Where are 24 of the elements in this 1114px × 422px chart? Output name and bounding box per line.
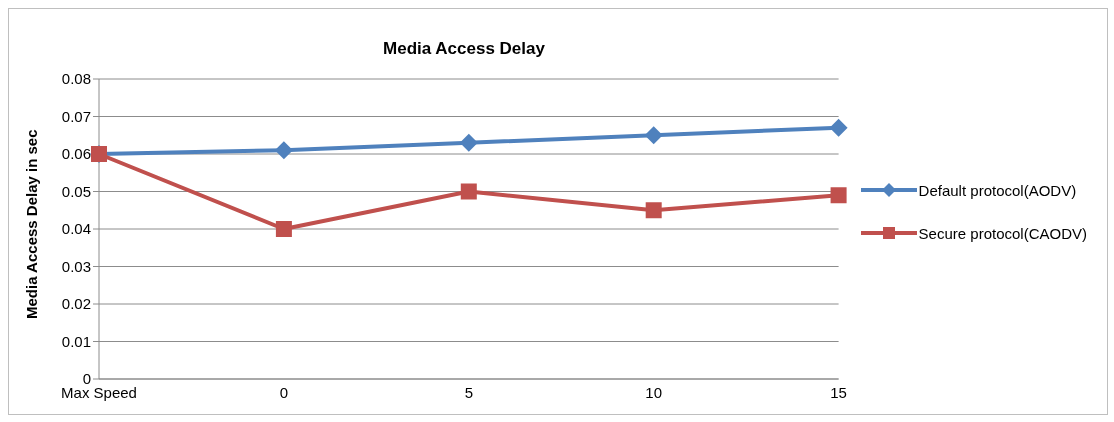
y-tick-label: 0.02 [61,295,91,313]
point [830,187,847,204]
point [275,221,292,237]
y-tick-label: 0.07 [61,107,91,125]
y-tick-label: 0.03 [61,257,91,275]
point [459,133,478,152]
y-tick-label: 0.05 [61,182,91,200]
y-tick-label: 0.04 [61,220,91,238]
chart-title: Media Access Delay [382,39,546,59]
y-tick-label: 0.06 [61,145,91,163]
legend-label: Default protocol(AODV) [918,181,1077,199]
y-tick-label: 0.01 [61,332,91,350]
x-tick-label: 5 [464,383,473,401]
x-tick-label: 15 [830,383,847,401]
point [645,202,662,219]
y-axis-title: Media Access Delay in sec [23,129,41,319]
legend-label: Secure protocol(CAODV) [918,224,1087,242]
y-tick-label: 0.08 [61,70,91,88]
x-tick-label: 0 [279,383,289,401]
point [644,126,663,145]
x-tick-label: 10 [645,383,663,401]
point [460,183,477,200]
point [829,118,848,137]
point [274,141,293,160]
